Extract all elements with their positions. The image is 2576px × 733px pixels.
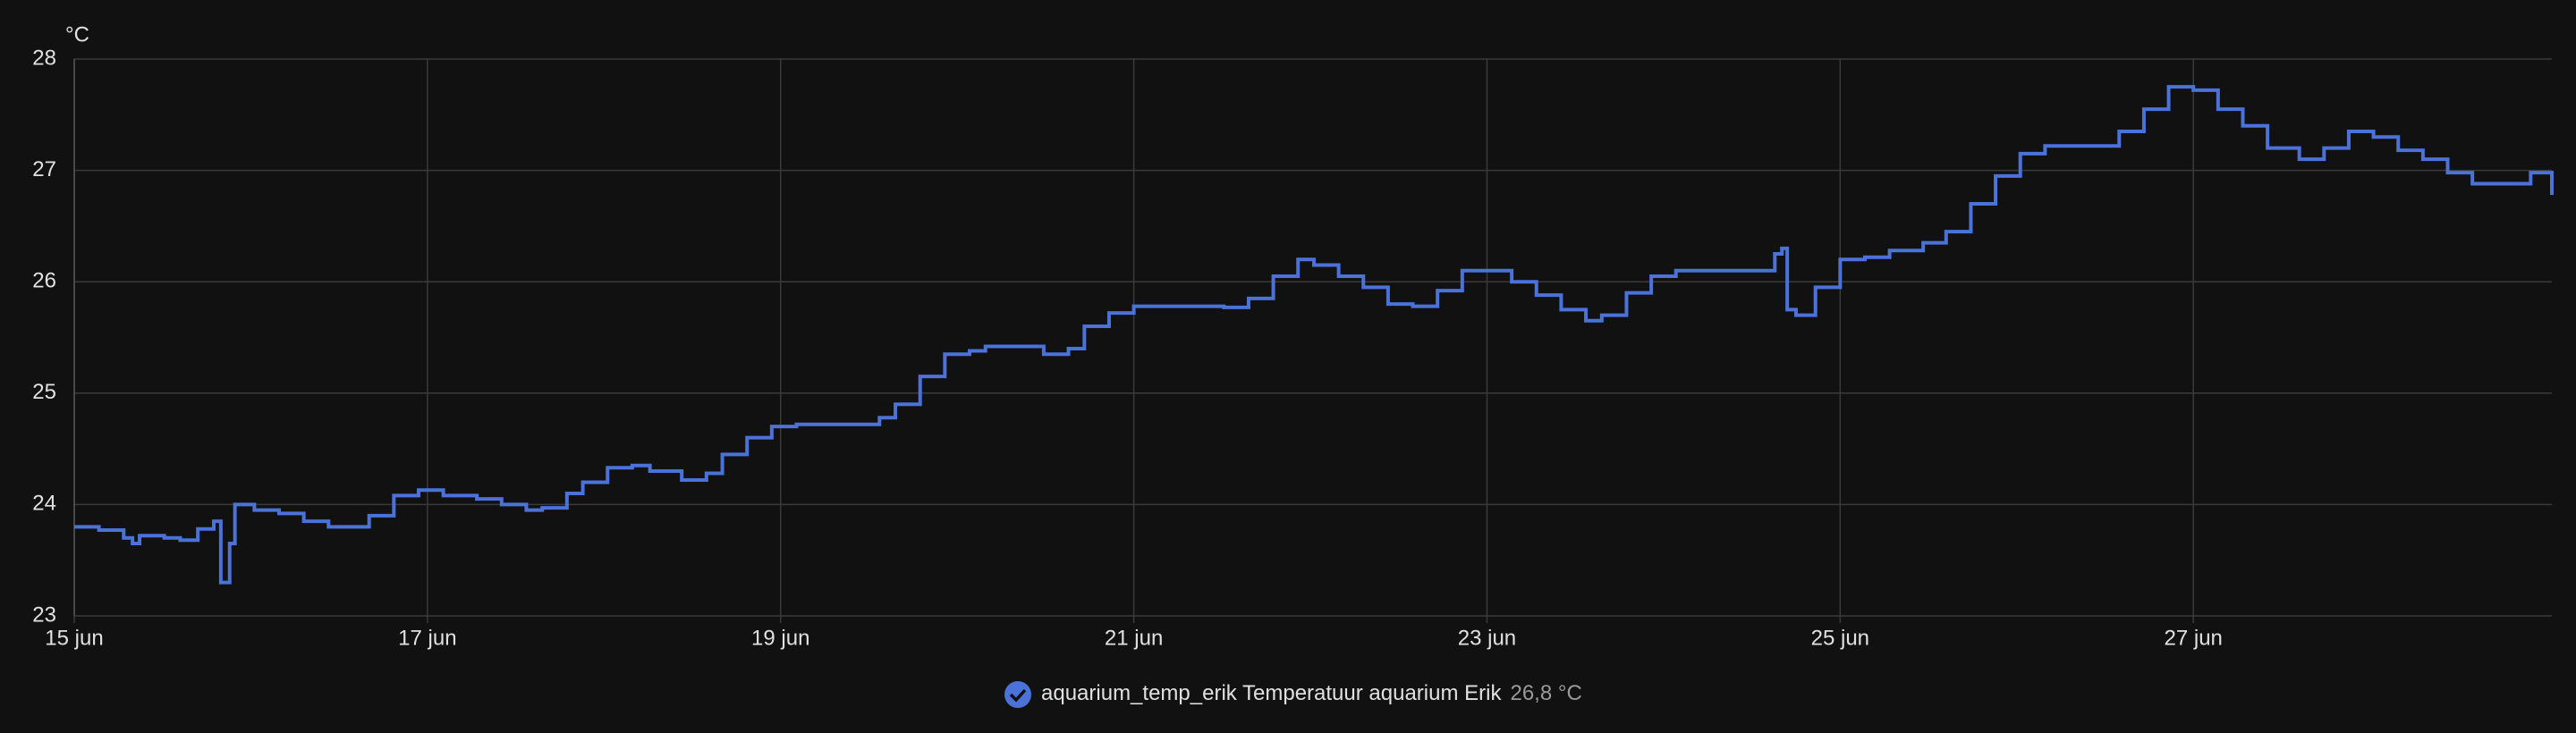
x-tick-label: 17 jun bbox=[398, 626, 456, 650]
x-tick-label: 19 jun bbox=[751, 626, 809, 650]
data-line bbox=[74, 85, 2554, 585]
y-tick-label: 25 bbox=[32, 380, 56, 404]
y-tick-label: 27 bbox=[32, 157, 56, 181]
legend-value: 26,8 °C bbox=[1510, 681, 1581, 705]
y-tick-label: 24 bbox=[32, 492, 56, 516]
legend-item[interactable]: aquarium_temp_erik Temperatuur aquarium … bbox=[1004, 681, 1582, 708]
x-tick-label: 21 jun bbox=[1105, 626, 1163, 650]
x-tick-label: 23 jun bbox=[1458, 626, 1516, 650]
legend-text: aquarium_temp_erik Temperatuur aquarium … bbox=[1041, 681, 1582, 705]
y-tick-label: 28 bbox=[32, 46, 56, 70]
legend-check-mark bbox=[1009, 688, 1027, 703]
x-tick-label: 25 jun bbox=[1811, 626, 1869, 650]
y-tick-label: 26 bbox=[32, 269, 56, 293]
legend-check bbox=[1004, 681, 1031, 708]
y-unit: °C bbox=[65, 22, 89, 46]
y-tick-label: 23 bbox=[32, 602, 56, 627]
legend-name: aquarium_temp_erik Temperatuur aquarium … bbox=[1041, 681, 1502, 705]
x-tick-label: 27 jun bbox=[2165, 626, 2223, 650]
x-tick-label: 15 jun bbox=[45, 626, 103, 650]
